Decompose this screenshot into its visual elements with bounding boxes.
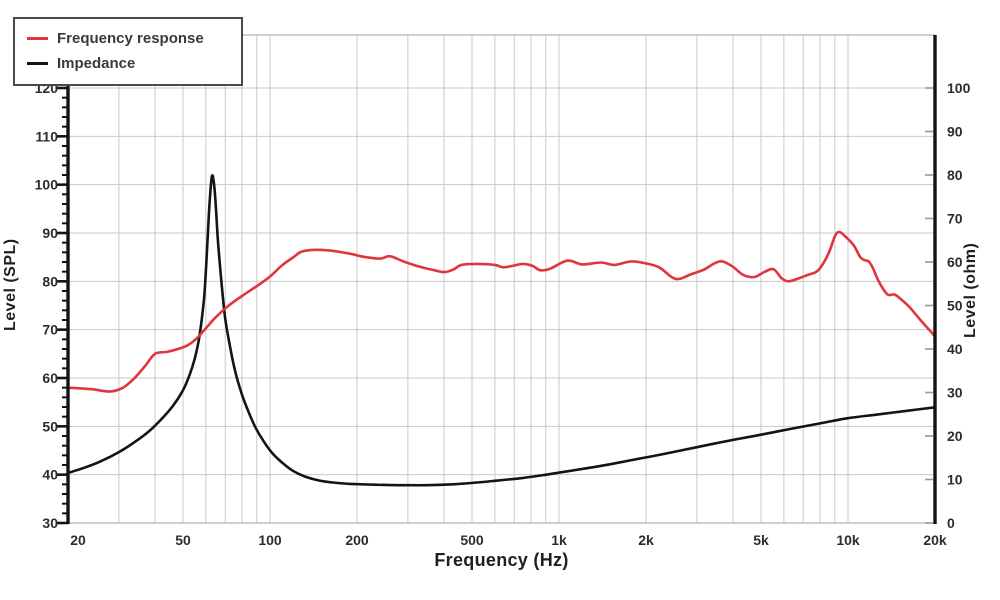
right-y-tick-label: 40 (947, 341, 963, 357)
x-tick-label: 20k (923, 532, 947, 548)
right-y-tick-label: 30 (947, 385, 963, 401)
legend-item-impedance: Impedance (27, 51, 231, 76)
curve-frequency-response (66, 230, 937, 393)
x-tick-label: 10k (836, 532, 860, 548)
x-tick-label: 1k (551, 532, 567, 548)
left-y-tick-label: 70 (42, 322, 58, 338)
left-y-tick-label: 40 (42, 467, 58, 483)
x-tick-label: 500 (460, 532, 484, 548)
legend-label: Impedance (57, 55, 136, 72)
right-y-tick-label: 80 (947, 167, 963, 183)
left-y-tick-label: 100 (35, 177, 59, 193)
x-tick-label: 5k (753, 532, 769, 548)
right-y-tick-label: 20 (947, 428, 963, 444)
left-y-tick-label: 50 (42, 418, 58, 434)
x-tick-label: 20 (70, 532, 86, 548)
right-y-tick-label: 70 (947, 211, 963, 227)
x-tick-label: 200 (345, 532, 369, 548)
x-axis-title: Frequency (Hz) (434, 550, 569, 570)
left-y-tick-label: 30 (42, 515, 58, 531)
right-y-tick-label: 10 (947, 472, 963, 488)
right-axis-title: Level (ohm) (962, 242, 979, 338)
x-tick-label: 50 (175, 532, 191, 548)
right-y-tick-label: 50 (947, 298, 963, 314)
left-y-tick-label: 110 (35, 128, 58, 144)
frequency-response-line-swatch (27, 37, 48, 40)
right-y-tick-label: 90 (947, 124, 963, 140)
left-y-tick-label: 80 (42, 273, 58, 289)
left-y-tick-label: 90 (42, 225, 58, 241)
right-y-tick-label: 60 (947, 254, 963, 270)
left-axis-title: Level (SPL) (2, 238, 19, 332)
left-y-tick-label: 60 (42, 370, 58, 386)
legend: Frequency response Impedance (13, 17, 243, 86)
curve-impedance (66, 174, 937, 487)
right-y-tick-label: 100 (947, 80, 971, 96)
impedance-line-swatch (27, 62, 48, 65)
legend-label: Frequency response (57, 30, 204, 47)
x-tick-label: 100 (258, 532, 282, 548)
right-y-tick-label: 0 (947, 515, 955, 531)
legend-item-frequency-response: Frequency response (27, 26, 231, 51)
x-tick-label: 2k (638, 532, 654, 548)
